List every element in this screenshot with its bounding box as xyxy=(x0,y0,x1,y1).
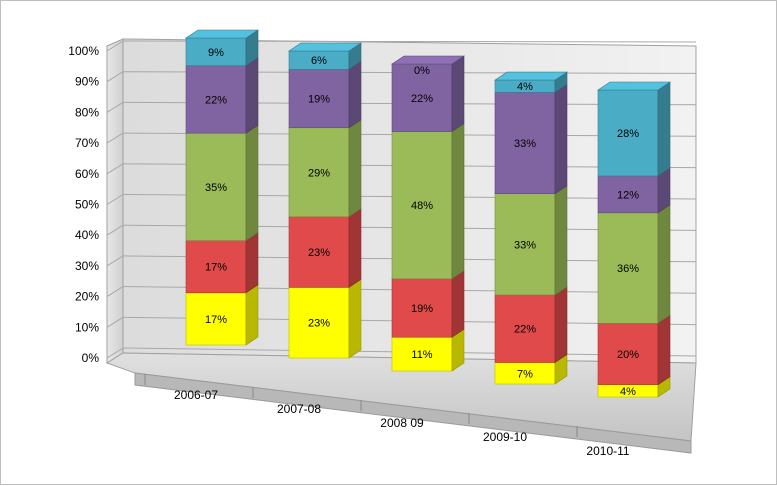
bar-segment-side xyxy=(658,82,670,176)
bar-segment-side xyxy=(246,58,258,134)
data-label: 20% xyxy=(617,349,639,361)
data-label: 17% xyxy=(205,314,227,326)
bar-segment-side xyxy=(246,233,258,293)
bar-top-cap xyxy=(392,56,464,64)
y-tick-label: 40% xyxy=(75,228,99,242)
data-label: 19% xyxy=(308,94,330,106)
x-category-label: 2010-11 xyxy=(586,444,629,458)
bar-segment-side xyxy=(658,315,670,384)
y-tick-label: 10% xyxy=(75,320,99,334)
y-tick-label: 0% xyxy=(82,351,100,365)
bar-segment-side xyxy=(246,125,258,240)
y-tick-label: 80% xyxy=(75,105,99,119)
bar-segment-side xyxy=(452,124,464,279)
x-category-label: 2007-08 xyxy=(277,402,321,416)
data-label: 17% xyxy=(205,262,227,274)
bar-segment-side xyxy=(555,186,567,295)
bar-segment-side xyxy=(246,285,258,345)
bar-segment-side xyxy=(349,209,361,288)
data-label: 0% xyxy=(414,65,430,77)
y-tick-label: 70% xyxy=(75,136,99,150)
bar-segment-side xyxy=(555,84,567,193)
bar-top-cap xyxy=(598,82,670,90)
data-label: 11% xyxy=(411,349,432,361)
data-label: 19% xyxy=(411,303,433,315)
bar-stack-2009-10: 7% 22% 33% 33% 4% xyxy=(495,72,567,384)
x-category-label: 2006-07 xyxy=(174,388,218,402)
side-wall xyxy=(107,39,123,363)
y-tick-label: 90% xyxy=(75,75,99,89)
y-tick-label: 20% xyxy=(75,290,99,304)
data-label: 29% xyxy=(308,167,330,179)
bar-segment-side xyxy=(349,120,361,217)
bar-stack-2006-07: 17% 17% 35% 22% 9% xyxy=(186,30,258,345)
data-label: 22% xyxy=(514,324,536,336)
bar-segment-side xyxy=(658,205,670,323)
bar-stack-2010-11: 4% 20% 36% 12% 28% xyxy=(598,82,670,398)
data-label: 4% xyxy=(517,81,533,93)
data-label: 4% xyxy=(620,386,636,398)
y-axis-tick-labels: 0% 10% 20% 30% 40% 50% 60% 70% 80% 90% 100% xyxy=(68,44,99,365)
data-label: 35% xyxy=(205,182,227,194)
data-label: 23% xyxy=(308,318,330,330)
bar-top-cap xyxy=(289,43,361,51)
data-label: 7% xyxy=(517,368,533,380)
y-tick-label: 50% xyxy=(75,198,99,212)
data-label: 23% xyxy=(308,247,330,259)
data-label: 6% xyxy=(311,55,327,67)
x-category-label: 2009-10 xyxy=(483,430,527,444)
data-label: 36% xyxy=(617,263,639,275)
bar-segment-side xyxy=(349,61,361,127)
data-label: 48% xyxy=(411,200,433,212)
data-label: 12% xyxy=(617,189,639,201)
x-category-label: 2008 09 xyxy=(380,416,424,430)
data-label: 28% xyxy=(617,128,639,140)
bar-segment-side xyxy=(452,271,464,337)
bar-segment-side xyxy=(349,279,361,358)
bar-stack-2007-08: 23% 23% 29% 19% 6% xyxy=(289,43,361,358)
y-tick-label: 60% xyxy=(75,167,99,181)
data-label: 33% xyxy=(514,239,536,251)
bar-top-cap xyxy=(495,72,567,80)
bar-stack-2008 09: 11% 19% 48% 22% 0% xyxy=(392,56,464,371)
y-tick-label: 100% xyxy=(68,44,99,58)
bar-top-cap xyxy=(186,30,258,38)
data-label: 9% xyxy=(208,47,224,59)
y-tick-label: 30% xyxy=(75,259,99,273)
data-label: 22% xyxy=(411,93,433,105)
data-label: 33% xyxy=(514,138,536,150)
bar-segment-side xyxy=(555,287,567,363)
data-label: 22% xyxy=(205,94,227,106)
bar-segment-side xyxy=(452,56,464,132)
